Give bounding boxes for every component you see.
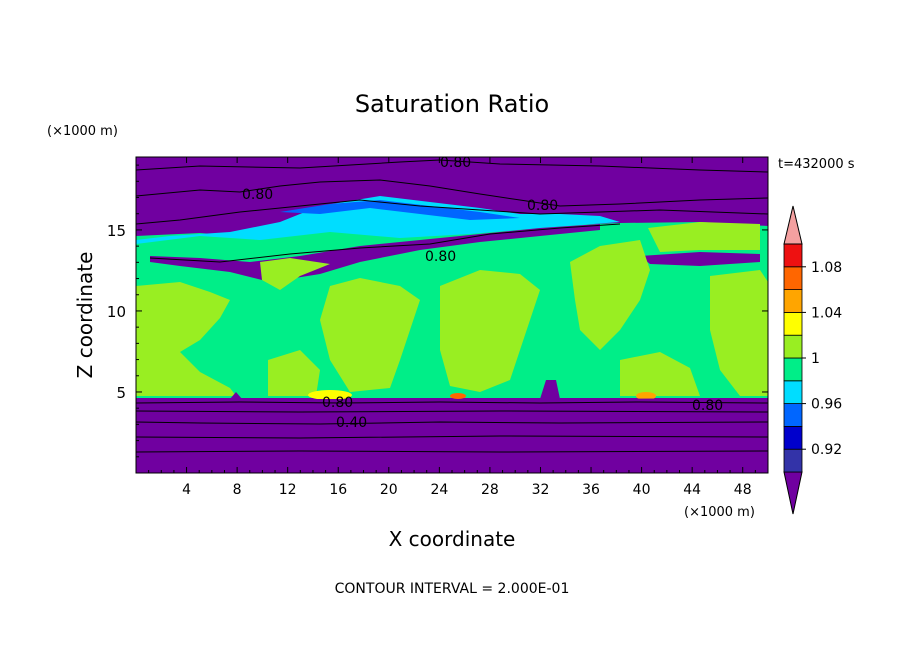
colorbar-swatch — [783, 425, 803, 450]
x-tick-label: 32 — [532, 482, 550, 498]
lobe-9 — [268, 350, 320, 396]
contour-label: 0.80 — [692, 398, 723, 414]
y-axis-ticks: 5 10 15 — [107, 164, 768, 458]
cloud-top-fringe — [136, 196, 620, 244]
x-tick-label: 48 — [734, 482, 752, 498]
plot-field — [136, 157, 768, 473]
x-tick-label: 28 — [481, 482, 499, 498]
contour-label: 0.40 — [336, 415, 367, 431]
colorbar-upper-arrow — [783, 205, 803, 245]
lobe-1 — [136, 282, 236, 396]
upper-dry-layer — [136, 157, 768, 232]
lobe-6 — [648, 222, 760, 252]
colorbar-swatch — [783, 289, 803, 313]
lobe-5 — [570, 240, 650, 350]
x-tick-label: 4 — [182, 482, 191, 498]
colorbar-label: 1 — [811, 351, 820, 367]
lobe-2 — [260, 258, 330, 290]
colorbar: 1.08 1.04 1 0.96 0.92 — [783, 205, 842, 515]
contour-lines — [136, 159, 768, 453]
colorbar-label: 0.92 — [811, 442, 842, 458]
lobe-4 — [440, 270, 540, 392]
y-axis-label: Z coordinate — [73, 252, 97, 379]
colorbar-label: 0.96 — [811, 397, 842, 413]
colorbar-swatch — [783, 403, 803, 427]
lobe-7 — [710, 270, 768, 396]
x-tick-label: 12 — [279, 482, 297, 498]
x-tick-label: 44 — [683, 482, 701, 498]
x-unit-label: (×1000 m) — [684, 505, 755, 520]
x-tick-label: 16 — [329, 482, 347, 498]
colorbar-label: 1.04 — [811, 305, 842, 321]
chart-title: Saturation Ratio — [355, 90, 549, 118]
colorbar-label: 1.08 — [811, 260, 842, 276]
x-tick-label: 8 — [233, 482, 242, 498]
colorbar-swatch — [783, 334, 803, 359]
colorbar-swatch — [783, 266, 803, 290]
x-tick-label: 40 — [633, 482, 651, 498]
y-tick-label: 5 — [116, 384, 126, 402]
x-tick-label: 36 — [582, 482, 600, 498]
colorbar-swatch — [783, 243, 803, 268]
lower-dry-layer — [136, 380, 768, 473]
supersat-spot-2 — [636, 392, 656, 400]
contour-label: 0.80 — [425, 249, 456, 265]
contour-label: 0.80 — [322, 395, 353, 411]
lobe-3 — [320, 278, 420, 392]
colorbar-lower-arrow — [783, 471, 803, 515]
right-dry-pocket — [640, 252, 760, 266]
y-unit-label: (×1000 m) — [47, 124, 118, 139]
supersat-spot-3 — [450, 393, 466, 399]
x-axis-label: X coordinate — [389, 527, 516, 551]
contour-label-group: 0.80 0.80 0.80 0.80 0.80 0.80 0.40 — [242, 155, 723, 431]
contour-label: 0.80 — [527, 198, 558, 214]
contour-label: 0.80 — [440, 155, 471, 171]
colorbar-swatch — [783, 380, 803, 404]
x-tick-label: 20 — [380, 482, 398, 498]
x-axis-ticks: 4 8 12 16 20 24 28 32 36 40 44 48 — [148, 157, 756, 498]
colorbar-swatch — [783, 311, 803, 336]
cloud-top-blue — [280, 200, 520, 220]
colorbar-swatch — [783, 448, 803, 473]
y-tick-label: 15 — [107, 222, 126, 240]
contour-label: 0.80 — [242, 187, 273, 203]
lobe-8 — [620, 352, 700, 396]
y-tick-label: 10 — [107, 303, 126, 321]
time-label: t=432000 s — [778, 157, 855, 172]
x-tick-label: 24 — [430, 482, 448, 498]
contour-interval-footer: CONTOUR INTERVAL = 2.000E-01 — [335, 581, 570, 597]
supersat-spot-1 — [308, 390, 352, 400]
colorbar-swatch — [783, 357, 803, 382]
